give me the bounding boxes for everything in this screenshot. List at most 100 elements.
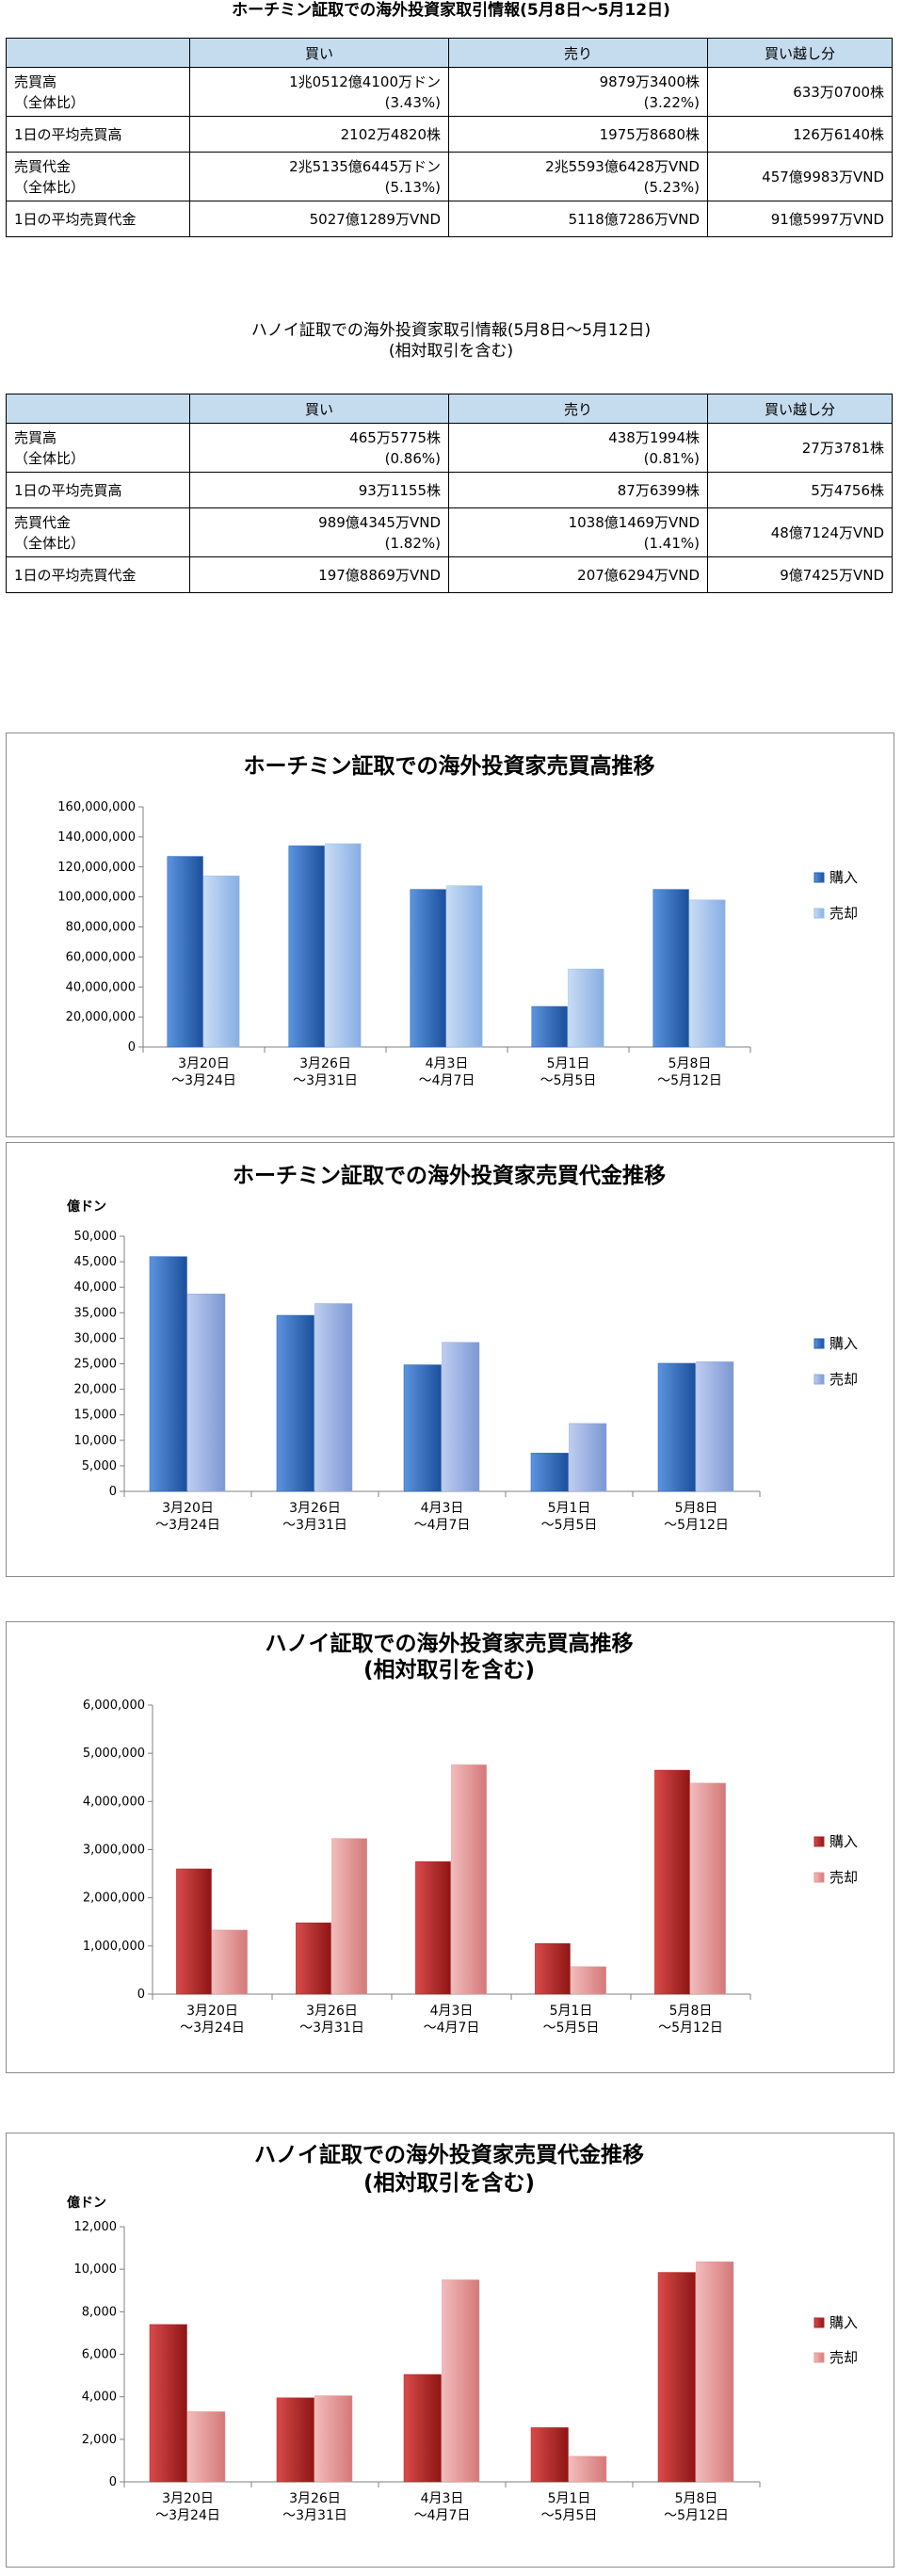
x-tick-label: ～4月7日	[419, 1073, 475, 1088]
y-tick-label: 25,000	[74, 1358, 118, 1372]
bar-buy	[531, 1006, 568, 1048]
chart-title: ハノイ証取での海外投資家売買高推移	[266, 1631, 634, 1656]
bar-sell	[571, 1966, 606, 1995]
x-tick-label: ～4月7日	[414, 2508, 471, 2523]
table-row: 売買高 （全体比） 465万5775株 (0.86%) 438万1994株 (0.81…	[6, 423, 893, 473]
row-label: 売買高 （全体比）	[6, 67, 190, 117]
x-tick-label: 5月1日	[548, 2491, 591, 2506]
buy-cell: 93万1155株	[189, 472, 449, 508]
row-label: 売買代金 （全体比）	[6, 152, 190, 201]
x-tick-label: ～5月5日	[541, 2508, 598, 2523]
y-tick-label: 6,000	[82, 2348, 117, 2362]
y-tick-label: 0	[137, 1988, 145, 2002]
bar-buy	[403, 1364, 442, 1492]
row-label: 1日の平均売買代金	[6, 556, 190, 593]
x-tick-label: 5月8日	[669, 2004, 713, 2019]
x-tick-label: 3月26日	[289, 2491, 341, 2506]
unit-label: 億ドン	[67, 1199, 106, 1215]
bar-sell	[314, 2395, 353, 2483]
hcm-value-chart: ホーチミン証取での海外投資家売買代金推移 億ドン 0 5,000 10,000 15,00…	[6, 1142, 894, 1577]
y-tick-label: 35,000	[74, 1306, 118, 1320]
x-tick-label: 3月20日	[162, 1501, 214, 1516]
y-tick-label: 140,000,000	[57, 830, 136, 845]
x-tick-label: ～5月12日	[657, 1073, 722, 1088]
bar-buy	[530, 2427, 569, 2483]
chart-subtitle: (相対取引を含む)	[363, 2170, 535, 2196]
y-tick-label: 100,000,000	[57, 891, 136, 905]
chart-title: ホーチミン証取での海外投資家売買高推移	[244, 753, 655, 779]
x-tick-label: 5月8日	[675, 2491, 718, 2506]
y-tick-label: 45,000	[74, 1255, 118, 1269]
bar-buy	[276, 1314, 314, 1492]
legend-swatch	[813, 908, 825, 919]
legend-label: 購入	[830, 869, 858, 886]
y-tick-label: 6,000,000	[83, 1699, 145, 1713]
legend-swatch	[813, 1338, 825, 1349]
header-blank	[6, 394, 190, 424]
x-tick-label: ～5月12日	[664, 2508, 729, 2523]
sell-cell: 5118億7286万VND	[448, 201, 708, 237]
bar-buy	[654, 1769, 690, 1995]
sell-cell: 207億6294万VND	[448, 556, 708, 593]
y-tick-label: 0	[109, 2475, 117, 2489]
y-tick-label: 160,000,000	[57, 800, 136, 814]
x-tick-label: ～3月31日	[299, 2021, 364, 2036]
x-tick-label: 5月1日	[548, 1501, 591, 1516]
y-tick-label: 60,000,000	[66, 950, 136, 964]
x-tick-label: ～5月5日	[543, 2021, 600, 2036]
bar-buy	[657, 1362, 696, 1492]
bar-sell	[696, 1361, 734, 1492]
sell-cell: 2兆5593億6428万VND (5.23%)	[448, 152, 708, 201]
x-tick-label: 5月1日	[547, 1056, 590, 1071]
x-tick-label: ～3月31日	[293, 1073, 358, 1088]
header-blank	[6, 38, 190, 68]
legend-label: 売却	[830, 2349, 858, 2366]
buy-cell: 2兆5135億6445万ドン (5.13%)	[189, 152, 449, 201]
y-tick-label: 40,000	[74, 1280, 118, 1295]
table-row: 1日の平均売買代金 5027億1289万VND 5118億7286万VND 91…	[6, 201, 893, 237]
x-tick-label: 3月26日	[299, 1056, 351, 1071]
x-tick-label: 4月3日	[421, 1501, 464, 1516]
x-tick-label: 4月3日	[421, 2491, 464, 2506]
x-tick-label: 4月3日	[430, 2004, 474, 2019]
header-net: 買い越し分	[707, 38, 893, 68]
chart-title: ハノイ証取での海外投資家売買代金推移	[254, 2142, 644, 2167]
bar-sell	[187, 1293, 226, 1492]
bar-sell	[314, 1303, 353, 1492]
chart-title: ホーチミン証取での海外投資家売買代金推移	[233, 1163, 666, 1188]
hanoi-value-chart: ハノイ証取での海外投資家売買代金推移 (相対取引を含む) 億ドン 0 2,000 4,00…	[6, 2133, 894, 2568]
x-tick-label: ～5月12日	[664, 1518, 729, 1533]
x-tick-label: ～3月31日	[282, 2508, 347, 2523]
y-tick-label: 15,000	[74, 1409, 118, 1423]
net-cell: 126万6140株	[707, 116, 893, 153]
legend-swatch	[813, 2352, 825, 2363]
legend-swatch	[813, 1374, 825, 1385]
chart-svg: ホーチミン証取での海外投資家売買高推移 0 20,000,000 40,000,000…	[57, 753, 858, 1088]
buy-cell: 1兆0512億4100万ドン (3.43%)	[189, 67, 449, 117]
x-tick-label: 3月26日	[289, 1501, 341, 1516]
y-tick-label: 40,000,000	[66, 980, 136, 994]
net-cell: 48億7124万VND	[707, 507, 893, 557]
legend-label: 購入	[830, 1335, 858, 1352]
unit-label: 億ドン	[67, 2195, 106, 2211]
sell-cell: 1038億1469万VND (1.41%)	[448, 507, 708, 557]
header-buy: 買い	[189, 38, 449, 68]
bar-sell	[690, 1782, 726, 1995]
bar-sell	[187, 2411, 226, 2483]
bar-sell	[696, 2262, 734, 2483]
bar-buy	[410, 889, 446, 1048]
x-tick-label: ～3月24日	[180, 2021, 245, 2036]
x-tick-label: ～3月24日	[155, 1518, 220, 1533]
row-label: 1日の平均売買高	[6, 472, 190, 508]
net-cell: 91億5997万VND	[707, 201, 893, 237]
x-tick-label: ～5月5日	[540, 1073, 597, 1088]
sell-cell: 87万6399株	[448, 472, 708, 508]
x-tick-label: ～3月24日	[155, 2508, 220, 2523]
legend-label: 購入	[830, 2314, 858, 2331]
hcm-volume-chart: ホーチミン証取での海外投資家売買高推移 0 20,000,000 40,000,000…	[6, 733, 894, 1137]
table-row: 1日の平均売買高 2102万4820株 1975万8680株 126万6140株	[6, 116, 893, 153]
x-tick-label: ～3月24日	[171, 1073, 236, 1088]
sell-cell: 9879万3400株 (3.22%)	[448, 67, 708, 117]
bar-sell	[569, 2455, 607, 2483]
